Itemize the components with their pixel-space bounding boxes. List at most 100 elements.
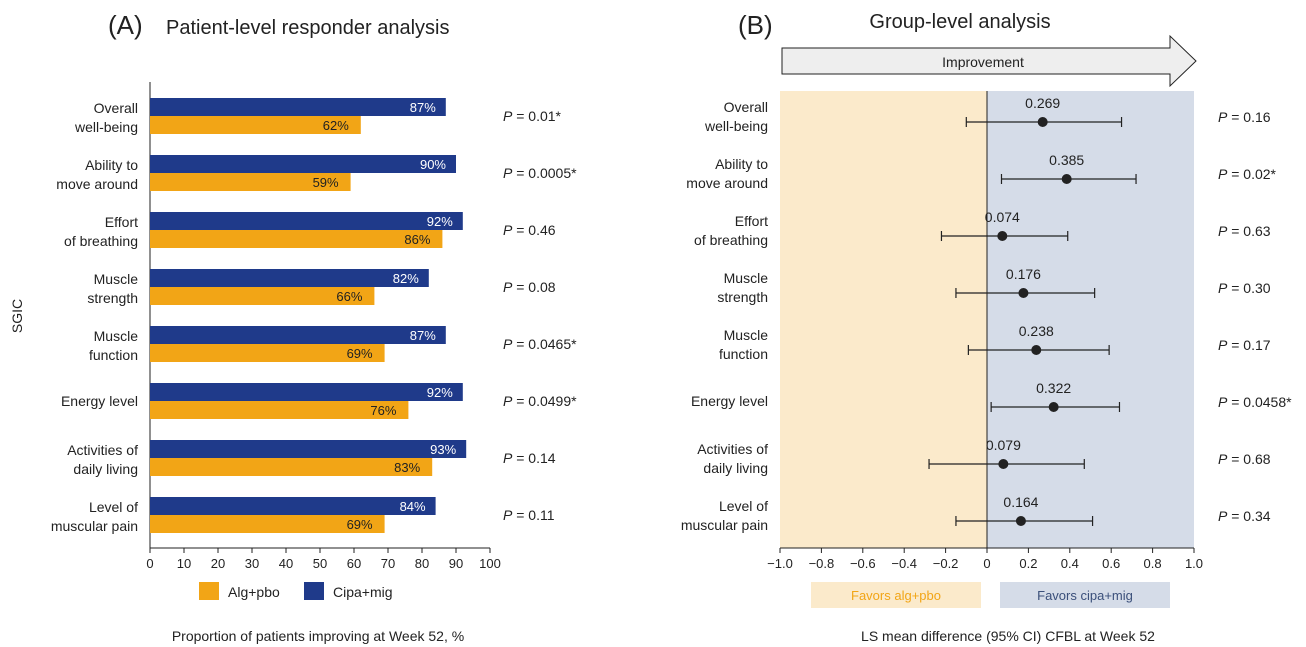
category-label-b: Energy level: [691, 393, 768, 409]
p-symbol: P: [503, 108, 513, 124]
category-label-b: function: [719, 346, 768, 362]
estimate-label: 0.385: [1049, 152, 1084, 168]
p-value-a: P = 0.08: [503, 279, 556, 295]
estimate-label: 0.322: [1036, 380, 1071, 396]
estimate-label: 0.074: [985, 209, 1020, 225]
x-tick-label-a: 0: [146, 556, 153, 571]
p-symbol: P: [503, 450, 513, 466]
estimate-point: [1031, 345, 1042, 355]
p-symbol: P: [1218, 337, 1228, 353]
p-symbol: P: [503, 165, 513, 181]
p-value-b: P = 0.68: [1218, 451, 1271, 467]
x-tick-label-b: −0.4: [891, 556, 917, 571]
p-value-b: P = 0.16: [1218, 109, 1271, 125]
category-label-a: function: [89, 347, 138, 363]
estimate-label: 0.238: [1019, 323, 1054, 339]
category-label-b: strength: [717, 289, 768, 305]
estimate-label: 0.269: [1025, 95, 1060, 111]
bar-alg-pbo: [150, 116, 361, 134]
p-value-a: P = 0.14: [503, 450, 556, 466]
bar-label-cipa-mig: 92%: [427, 214, 453, 229]
bar-label-cipa-mig: 82%: [393, 271, 419, 286]
panel-a-ylabel: SGIC: [9, 299, 25, 333]
category-label-b: Overall: [724, 99, 768, 115]
p-value-a: P = 0.0005*: [503, 165, 577, 181]
estimate-label: 0.079: [986, 437, 1021, 453]
p-value-b: P = 0.30: [1218, 280, 1271, 296]
x-tick-label-b: 0.8: [1144, 556, 1162, 571]
plot-area-a: 0 10 20 30 40 50 60 70 80 90 100 Overall well-being 8…: [51, 82, 577, 571]
x-tick-label-b: −0.6: [850, 556, 876, 571]
p-value-text: = 0.63: [1227, 223, 1270, 239]
bar-label-alg-pbo: 62%: [323, 118, 349, 133]
p-symbol: P: [1218, 394, 1228, 410]
bar-label-cipa-mig: 84%: [400, 499, 426, 514]
panel-b-label: (B): [738, 10, 773, 40]
x-tick-label-b: 0.2: [1019, 556, 1037, 571]
p-value-b: P = 0.63: [1218, 223, 1271, 239]
bar-label-alg-pbo: 69%: [347, 346, 373, 361]
p-symbol: P: [503, 222, 513, 238]
category-label-a: daily living: [73, 461, 138, 477]
p-value-a: P = 0.46: [503, 222, 556, 238]
estimate-point: [1061, 174, 1072, 184]
plot-area-b: −1.0 −0.8 −0.6 −0.4 −0.2 0 0.2 0.4 0.6 0.8 1.0 Favo…: [681, 91, 1292, 608]
bar-cipa-mig: [150, 98, 446, 116]
x-tick-label-a: 40: [279, 556, 293, 571]
category-label-b: move around: [686, 175, 768, 191]
x-tick-label-a: 10: [177, 556, 191, 571]
improvement-arrow: [781, 34, 1197, 88]
p-value-b: P = 0.02*: [1218, 166, 1277, 182]
category-label-a: Muscle: [94, 328, 139, 344]
bar-cipa-mig: [150, 440, 467, 458]
p-value-text: = 0.46: [512, 222, 555, 238]
estimate-point: [997, 231, 1008, 241]
bar-cipa-mig: [150, 212, 463, 230]
p-value-text: = 0.68: [1227, 451, 1270, 467]
p-value-a: P = 0.0465*: [503, 336, 577, 352]
p-symbol: P: [1218, 280, 1228, 296]
estimate-point: [1037, 117, 1048, 127]
panel-a-label: (A): [108, 10, 143, 40]
x-tick-label-a: 50: [313, 556, 327, 571]
bar-alg-pbo: [150, 401, 409, 419]
bar-alg-pbo: [150, 230, 443, 248]
p-value-a: P = 0.11: [503, 507, 555, 523]
bar-label-alg-pbo: 76%: [370, 403, 396, 418]
p-symbol: P: [503, 507, 513, 523]
bar-alg-pbo: [150, 173, 351, 191]
panel-a-xlabel: Proportion of patients improving at Week…: [172, 628, 464, 644]
p-value-b: P = 0.34: [1218, 508, 1271, 524]
p-value-text: = 0.14: [512, 450, 555, 466]
category-label-a: Overall: [94, 100, 138, 116]
x-tick-label-a: 90: [449, 556, 463, 571]
bar-label-alg-pbo: 86%: [404, 232, 430, 247]
x-tick-label-b: 1.0: [1185, 556, 1203, 571]
x-tick-label-b: 0.4: [1061, 556, 1079, 571]
bar-cipa-mig: [150, 155, 456, 173]
favors-alg-label: Favors alg+pbo: [851, 588, 941, 603]
p-symbol: P: [1218, 223, 1228, 239]
favors-cipa-region: [987, 91, 1194, 548]
bar-label-cipa-mig: 90%: [420, 157, 446, 172]
p-value-text: = 0.0465*: [512, 336, 577, 352]
estimate-point: [1018, 288, 1029, 298]
x-tick-label-b: −1.0: [767, 556, 793, 571]
bar-label-alg-pbo: 66%: [336, 289, 362, 304]
improvement-arrow-label: Improvement: [942, 54, 1024, 70]
p-value-text: = 0.17: [1227, 337, 1270, 353]
p-value-a: P = 0.0499*: [503, 393, 577, 409]
p-symbol: P: [503, 393, 513, 409]
x-tick-label-a: 30: [245, 556, 259, 571]
x-tick-label-b: 0: [983, 556, 990, 571]
category-label-b: daily living: [703, 460, 768, 476]
p-value-text: = 0.30: [1227, 280, 1270, 296]
bar-label-alg-pbo: 83%: [394, 460, 420, 475]
legend-label-alg: Alg+pbo: [228, 584, 280, 600]
panel-a-title: Patient-level responder analysis: [166, 17, 450, 39]
bar-label-alg-pbo: 69%: [347, 517, 373, 532]
x-tick-label-a: 60: [347, 556, 361, 571]
category-label-b: Muscle: [724, 270, 769, 286]
category-label-a: Muscle: [94, 271, 139, 287]
